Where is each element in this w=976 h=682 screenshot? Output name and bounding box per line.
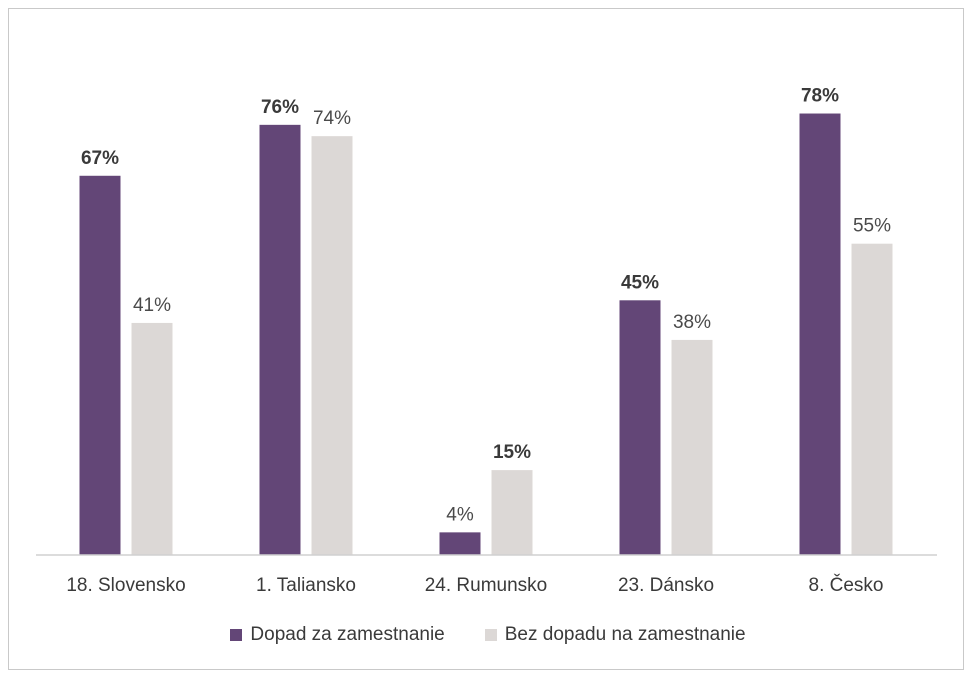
bar-s0-c2 [439, 532, 481, 555]
bar-s1-c1 [311, 136, 353, 555]
bar-s0-c3 [619, 300, 661, 555]
value-label-s0-c1: 76% [261, 97, 299, 118]
category-label-1: 1. Taliansko [256, 575, 356, 596]
legend: Dopad za zamestnanie Bez dopadu na zames… [0, 620, 976, 650]
legend-swatch-dopad [230, 629, 243, 641]
legend-item-dopad: Dopad za zamestnanie [230, 624, 445, 646]
category-label-2: 24. Rumunsko [425, 575, 548, 596]
legend-item-bez-dopadu: Bez dopadu na zamestnanie [484, 624, 746, 646]
value-label-s0-c0: 67% [81, 148, 119, 169]
value-label-s1-c0: 41% [133, 295, 171, 316]
category-labels-group: 18. Slovensko 1. Taliansko 24. Rumunsko 23.… [66, 574, 883, 596]
value-label-s1-c1: 74% [313, 108, 351, 129]
bar-s1-c2 [491, 470, 533, 555]
value-label-s0-c2: 4% [446, 504, 474, 525]
category-label-4: 8. Česko [809, 574, 884, 596]
bars-group [79, 113, 893, 556]
legend-swatch-bez-dopadu [484, 629, 497, 641]
bar-s0-c0 [79, 175, 121, 555]
value-label-s1-c3: 38% [673, 312, 711, 333]
bar-s0-c1 [259, 124, 301, 555]
value-label-s0-c4: 78% [801, 86, 839, 107]
value-label-s0-c3: 45% [621, 272, 659, 293]
legend-label-dopad: Dopad za zamestnanie [250, 624, 445, 645]
category-label-3: 23. Dánsko [618, 575, 714, 596]
bar-s1-c4 [851, 243, 893, 555]
bar-s1-c3 [671, 339, 713, 555]
bar-s0-c4 [799, 113, 841, 556]
legend-label-bez-dopadu: Bez dopadu na zamestnanie [504, 624, 746, 645]
bar-s1-c0 [131, 322, 173, 555]
value-label-s1-c2: 15% [493, 442, 531, 463]
value-labels-group: 67% 41% 76% 74% 4% 15% 45% 38% 78% 55% [81, 86, 891, 526]
category-label-0: 18. Slovensko [66, 575, 185, 596]
value-label-s1-c4: 55% [853, 216, 891, 237]
